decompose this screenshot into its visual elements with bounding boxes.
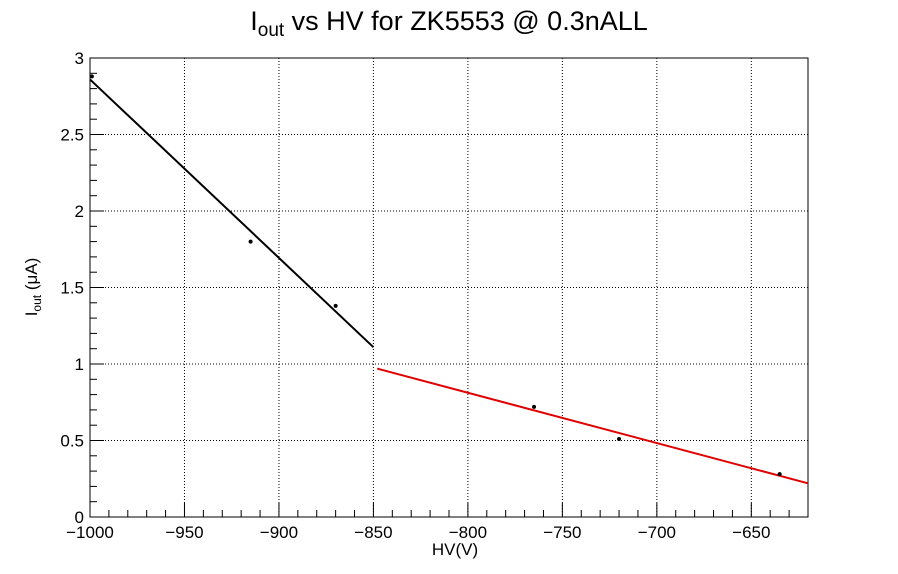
chart-title-main: I: [250, 6, 258, 36]
data-point: [333, 303, 338, 308]
x-tick-label: −750: [543, 523, 581, 542]
x-axis-label: HV(V): [432, 540, 478, 559]
x-tick-label: −650: [732, 523, 770, 542]
plot-frame: [89, 57, 809, 518]
fit-lines: [89, 78, 809, 485]
y-axis-label: Iout (μA): [22, 258, 44, 317]
y-tick-label: 3: [75, 49, 84, 68]
y-tick-labels: 0 0.5 1 1.5 2 2.5 3: [60, 49, 84, 527]
data-point: [532, 404, 537, 409]
x-tick-label: −1000: [66, 523, 114, 542]
fit-line: [376, 367, 809, 485]
x-tick-label: −800: [449, 523, 487, 542]
y-axis-label-rest: (μA): [22, 258, 41, 295]
x-tick-labels: −1000 −950 −900 −850 −800 −750 −700 −650: [66, 523, 770, 542]
y-tick-label: 1.5: [60, 279, 84, 298]
x-tick-label: −850: [354, 523, 392, 542]
chart-title-rest: vs HV for ZK5553 @ 0.3nALL: [284, 6, 648, 36]
fit-line: [89, 78, 375, 348]
data-point: [248, 239, 253, 244]
chart-title: Iout vs HV for ZK5553 @ 0.3nALL: [250, 6, 648, 41]
y-axis-label-main: I: [22, 312, 41, 317]
axis-ticks: [89, 57, 809, 518]
y-axis-label-sub: out: [30, 294, 44, 311]
y-tick-label: 1: [75, 355, 84, 374]
x-tick-label: −950: [165, 523, 203, 542]
data-point: [777, 472, 782, 477]
data-point: [89, 74, 94, 79]
x-tick-label: −900: [260, 523, 298, 542]
y-tick-label: 2: [75, 202, 84, 221]
y-tick-label: 2.5: [60, 126, 84, 145]
data-point: [617, 436, 622, 441]
y-tick-label: 0.5: [60, 432, 84, 451]
x-tick-label: −700: [638, 523, 676, 542]
chart-title-sub: out: [258, 20, 285, 41]
grid-lines: [90, 58, 808, 517]
y-tick-label: 0: [75, 508, 84, 527]
data-points: [89, 74, 782, 477]
